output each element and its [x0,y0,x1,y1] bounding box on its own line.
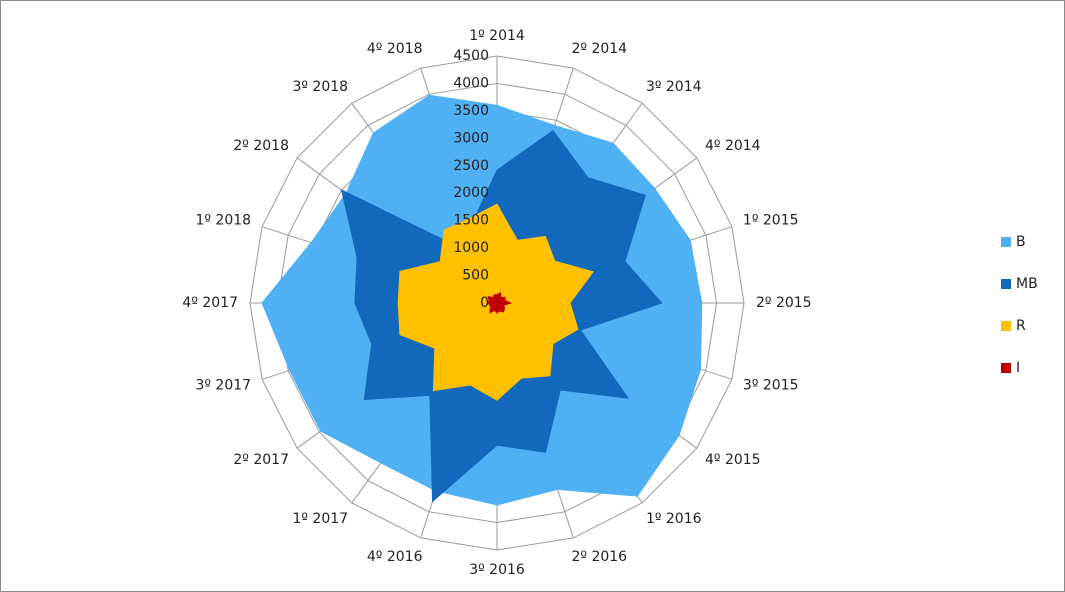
category-label: 2º 2014 [572,41,628,57]
y-tick-label: 2500 [453,158,489,174]
category-label: 4º 2015 [705,452,761,468]
y-tick-label: 2000 [453,185,489,201]
legend-label: B [1016,234,1026,250]
y-tick-label: 500 [462,268,489,284]
y-tick-label: 1000 [453,240,489,256]
legend-swatch [1001,321,1011,331]
category-label: 1º 2014 [469,28,525,44]
category-label: 3º 2018 [292,79,348,95]
y-tick-label: 0 [480,295,489,311]
category-label: 2º 2018 [233,138,289,154]
y-tick-label: 4000 [453,75,489,91]
y-tick-label: 3000 [453,130,489,146]
y-tick-label: 1500 [453,213,489,229]
category-label: 1º 2017 [292,511,348,527]
series-area [487,291,513,314]
legend-label: I [1016,360,1020,376]
category-label: 4º 2018 [367,41,423,57]
category-label: 2º 2015 [756,295,812,311]
category-label: 3º 2014 [646,79,702,95]
category-label: 3º 2017 [195,378,251,394]
category-label: 1º 2018 [195,212,251,228]
category-label: 3º 2015 [743,378,799,394]
legend-label: MB [1016,276,1038,292]
legend-swatch [1001,363,1011,373]
legend-swatch [1001,279,1011,289]
legend-label: R [1016,318,1026,334]
category-label: 4º 2016 [367,549,423,565]
category-label: 4º 2014 [705,138,761,154]
category-label: 2º 2016 [572,549,628,565]
category-label: 1º 2016 [646,511,702,527]
legend-swatch [1001,237,1011,247]
category-label: 4º 2017 [182,295,238,311]
category-label: 2º 2017 [233,452,289,468]
y-tick-label: 4500 [453,48,489,64]
category-label: 3º 2016 [469,562,525,578]
category-label: 1º 2015 [743,212,799,228]
y-tick-label: 3500 [453,103,489,119]
